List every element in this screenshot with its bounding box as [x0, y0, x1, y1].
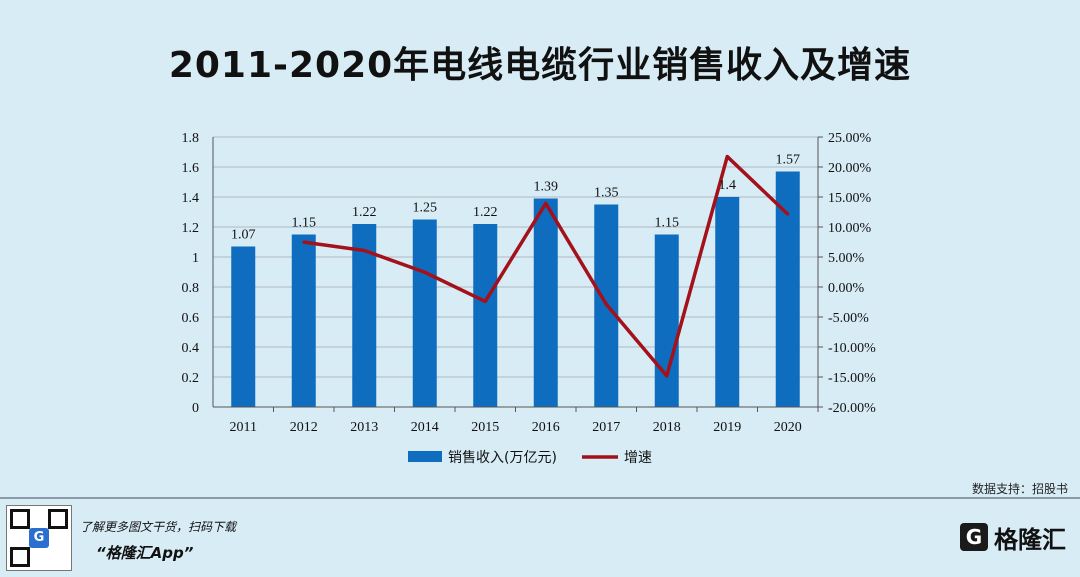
- y-left-tick-label: 1: [192, 251, 199, 266]
- data-source-note: 数据支持：招股书: [971, 482, 1068, 496]
- bar-data-label: 1.57: [776, 153, 801, 168]
- growth-point: [483, 299, 487, 303]
- legend-bar-swatch: [408, 451, 442, 462]
- y-right-tick-label: 0.00%: [828, 281, 865, 296]
- y-right-tick-label: -10.00%: [828, 341, 876, 356]
- data-labels: 1.07 1.15 1.22 1.25 1.22 1.39 1.35 1.15 1.4 1.57: [231, 153, 800, 243]
- bar-data-label: 1.25: [413, 201, 438, 216]
- brand-g-icon: G: [960, 523, 988, 551]
- chart-title: 2011-2020年电线电缆行业销售收入及增速: [168, 45, 912, 86]
- y-left-tick-label: 0: [192, 401, 199, 416]
- growth-point: [302, 240, 306, 244]
- growth-point: [725, 155, 729, 159]
- bar: [231, 246, 256, 407]
- promo-text: 了解更多图文干货，扫码下载: [80, 520, 237, 534]
- bar: [412, 219, 437, 407]
- qr-code-icon: G: [6, 505, 72, 571]
- y-left-tick-label: 0.8: [182, 281, 200, 296]
- brand-name: 格隆汇: [994, 525, 1066, 554]
- growth-point: [544, 201, 548, 205]
- y-right-tick-label: 15.00%: [828, 191, 872, 206]
- bar-data-label: 1.15: [655, 216, 680, 231]
- x-tick-label: 2017: [592, 420, 620, 435]
- x-tick-label: 2015: [471, 420, 499, 435]
- legend: 销售收入(万亿元) 增速: [408, 450, 652, 466]
- y-left-tick-label: 1.2: [182, 221, 200, 236]
- y-right-tick-label: 5.00%: [828, 251, 865, 266]
- brand-logo: G 格隆汇: [960, 520, 1066, 554]
- x-tick-label: 2020: [774, 420, 802, 435]
- app-name: “格隆汇App”: [96, 544, 194, 562]
- x-tick-label: 2012: [290, 420, 318, 435]
- line-series: [302, 154, 790, 378]
- growth-point: [362, 248, 366, 252]
- bar-data-label: 1.39: [534, 180, 559, 195]
- bar-data-label: 1.15: [292, 216, 317, 231]
- bar-data-label: 1.07: [231, 228, 256, 243]
- x-tick-label: 2011: [230, 420, 257, 435]
- legend-line-label: 增速: [624, 450, 652, 466]
- growth-point: [423, 270, 427, 274]
- y-right-tick-label: -15.00%: [828, 371, 876, 386]
- y-left-tick-label: 1.4: [182, 191, 200, 206]
- bar-series: [231, 171, 800, 407]
- bar-data-label: 1.22: [473, 205, 498, 220]
- legend-bar-label: 销售收入(万亿元): [448, 450, 557, 466]
- x-tick-label: 2014: [411, 420, 439, 435]
- y-right-tick-label: -5.00%: [828, 311, 869, 326]
- y-left-tick-label: 0.2: [182, 371, 200, 386]
- chart-canvas: 0 0.2 0.4 0.6 0.8 1 1.2 1.4 1.6 1.8 -20.00% -15.00%…: [182, 131, 877, 466]
- y-right-tick-label: -20.00%: [828, 401, 876, 416]
- y-right-tick-label: 20.00%: [828, 161, 872, 176]
- y-left-tick-label: 1.8: [182, 131, 200, 146]
- y-left-tick-label: 0.6: [182, 311, 200, 326]
- growth-point: [786, 212, 790, 216]
- footer-divider: [0, 497, 1080, 499]
- bar: [775, 171, 800, 407]
- axes: 0 0.2 0.4 0.6 0.8 1 1.2 1.4 1.6 1.8 -20.00% -15.00%…: [182, 131, 877, 435]
- x-tick-label: 2016: [532, 420, 560, 435]
- bar-data-label: 1.4: [719, 178, 737, 193]
- bar: [291, 234, 316, 407]
- y-right-tick-label: 25.00%: [828, 131, 872, 146]
- y-left-tick-label: 1.6: [182, 161, 200, 176]
- x-tick-label: 2013: [350, 420, 378, 435]
- bar: [715, 197, 740, 407]
- bar: [533, 198, 558, 407]
- bar-data-label: 1.35: [594, 186, 619, 201]
- growth-point: [665, 374, 669, 378]
- bar: [654, 234, 679, 407]
- bar: [473, 224, 498, 407]
- x-tick-label: 2018: [653, 420, 681, 435]
- y-left-tick-label: 0.4: [182, 341, 200, 356]
- growth-point: [604, 302, 608, 306]
- y-right-tick-label: 10.00%: [828, 221, 872, 236]
- bar-data-label: 1.22: [352, 205, 377, 220]
- x-tick-label: 2019: [713, 420, 741, 435]
